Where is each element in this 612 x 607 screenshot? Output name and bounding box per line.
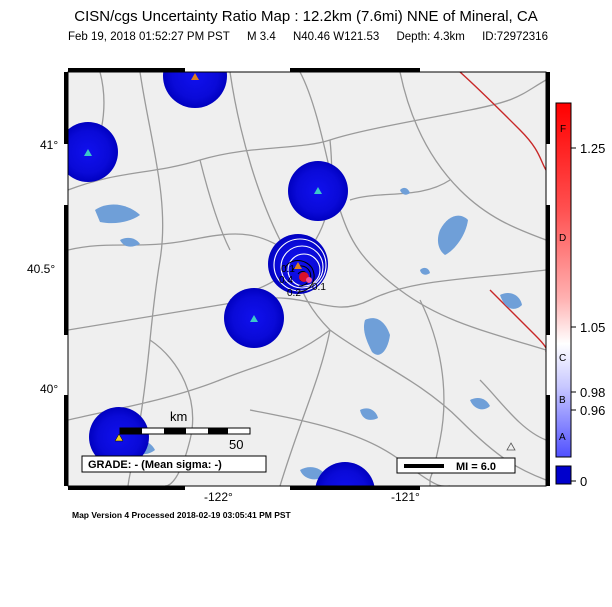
lon-label: -121° xyxy=(391,490,420,504)
contour-label: 0.4 xyxy=(279,275,293,286)
mi-legend-box xyxy=(396,457,516,474)
frame-ticks xyxy=(64,68,550,490)
epicenter-halo xyxy=(306,277,312,283)
contour-label: 0.1 xyxy=(312,282,326,293)
grade-label: GRADE: - (Mean sigma: -) xyxy=(88,459,222,471)
colorbar-value: 1.25 xyxy=(580,141,605,156)
event-location: N40.46 W121.53 xyxy=(292,31,380,43)
event-datetime: Feb 19, 2018 01:52:27 PM PST xyxy=(68,31,230,43)
colorbar-value: 0.98 xyxy=(580,385,605,400)
event-depth: Depth: 4.3km xyxy=(396,31,465,43)
contour-label: 0.2 xyxy=(287,288,301,299)
lat-label: 40.5° xyxy=(27,262,56,276)
colorbar-letter: C xyxy=(559,353,566,364)
colorbar-value: 0.96 xyxy=(580,403,605,418)
contour-label-group: 0.1 0.2 0.4 0.1 xyxy=(279,264,326,299)
colorbar-value: 1.05 xyxy=(580,320,605,335)
processing-footer: Map Version 4 Processed 2018-02-19 03:05… xyxy=(72,510,291,520)
colorbar-letter: D xyxy=(559,233,566,244)
contour-label: 0.1 xyxy=(281,264,295,275)
scale-max: 50 xyxy=(229,437,243,452)
mi-legend-line xyxy=(404,464,444,468)
seismic-stations xyxy=(84,73,516,451)
grade-box xyxy=(81,455,267,473)
lon-label: -122° xyxy=(204,490,233,504)
colorbar: F D C B A 1.25 1.05 0.98 0.96 0 xyxy=(555,102,605,489)
map-title: CISN/cgs Uncertainty Ratio Map : 12.2km … xyxy=(74,8,538,25)
event-magnitude: M 3.4 xyxy=(246,31,276,43)
lat-label: 41° xyxy=(40,138,59,152)
fault-lines xyxy=(459,72,546,352)
scale-bar xyxy=(119,427,251,435)
mi-legend-label: MI = 6.0 xyxy=(456,461,496,473)
event-id: ID:72972316 xyxy=(482,31,548,43)
colorbar-letter: B xyxy=(559,395,566,406)
colorbar-value: 0 xyxy=(580,474,587,489)
event-details: Feb 19, 2018 01:52:27 PM PST M 3.4 N40.4… xyxy=(68,31,548,43)
lat-label: 40° xyxy=(40,382,59,396)
contour-rings xyxy=(273,238,327,292)
colorbar-letter: F xyxy=(560,124,566,135)
scale-unit: km xyxy=(170,409,187,424)
colorbar-letter: A xyxy=(559,432,566,443)
